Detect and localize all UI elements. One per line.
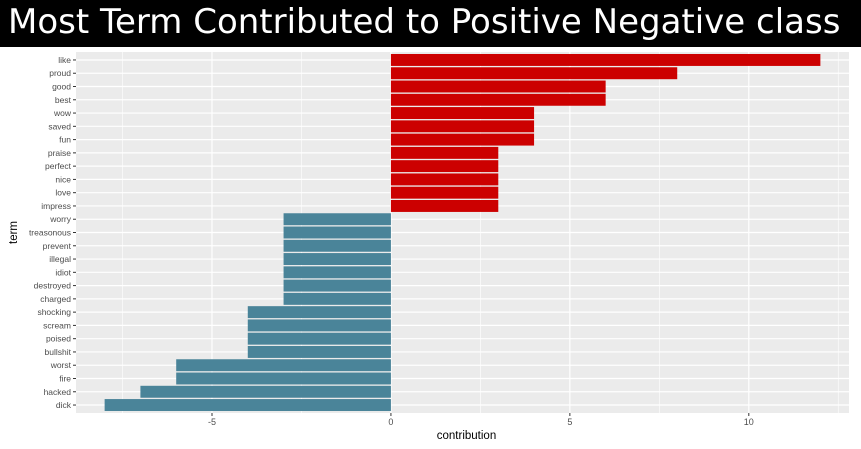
y-tick-label: best — [55, 95, 72, 105]
bar-dick — [104, 399, 391, 412]
bar-charged — [283, 292, 391, 305]
bar-proud — [390, 67, 678, 80]
y-tick-label: nice — [55, 174, 71, 184]
y-tick-label: idiot — [55, 267, 71, 277]
y-tick-label: impress — [41, 201, 71, 211]
bar-idiot — [283, 266, 391, 279]
y-tick-label: prevent — [43, 241, 72, 251]
bar-bullshit — [247, 345, 391, 358]
x-axis-label: contribution — [437, 430, 496, 442]
y-tick-label: fire — [59, 373, 71, 383]
y-tick-label: charged — [40, 294, 71, 304]
bar-destroyed — [283, 279, 391, 292]
bar-shocking — [247, 306, 391, 319]
y-tick-label: proud — [49, 68, 71, 78]
bar-worry — [283, 213, 391, 226]
y-tick-label: love — [55, 188, 71, 198]
y-tick-label: scream — [43, 320, 71, 330]
bar-like — [390, 53, 821, 66]
plot-area: like proud good best wow saved fun praise perfec… — [0, 47, 861, 449]
y-tick-label: perfect — [45, 161, 72, 171]
bar-love — [390, 186, 499, 199]
y-tick-label: bullshit — [45, 347, 72, 357]
bar-illegal — [283, 253, 391, 266]
bar-worst — [176, 359, 391, 372]
bar-fun — [390, 133, 535, 146]
bar-scream — [247, 319, 391, 332]
y-tick-label: shocking — [37, 307, 71, 317]
x-axis: -5 0 5 10 — [208, 413, 754, 427]
y-tick-label: worry — [49, 214, 72, 224]
bar-saved — [390, 120, 535, 133]
bar-poised — [247, 332, 391, 345]
bar-impress — [390, 199, 499, 212]
y-tick-label: good — [52, 82, 71, 92]
bar-praise — [390, 146, 499, 159]
x-tick-label: 5 — [567, 417, 572, 427]
y-tick-label: praise — [48, 148, 71, 158]
bars — [104, 53, 821, 412]
y-tick-label: destroyed — [34, 281, 72, 291]
y-tick-label: illegal — [49, 254, 71, 264]
x-tick-label: 10 — [744, 417, 754, 427]
x-tick-label: 0 — [388, 417, 393, 427]
y-tick-label: poised — [46, 334, 71, 344]
y-tick-label: saved — [48, 121, 71, 131]
bar-prevent — [283, 239, 391, 252]
y-tick-label: like — [58, 55, 71, 65]
bar-fire — [176, 372, 391, 385]
bar-nice — [390, 173, 499, 186]
y-axis-label: term — [8, 221, 20, 244]
y-tick-label: hacked — [44, 387, 72, 397]
bar-hacked — [140, 385, 391, 398]
bar-chart: like proud good best wow saved fun praise perfec… — [8, 52, 849, 442]
y-tick-label: worst — [50, 360, 72, 370]
y-tick-label: dick — [56, 400, 72, 410]
y-tick-label: treasonous — [29, 228, 71, 238]
y-tick-label: fun — [59, 135, 71, 145]
bar-good — [390, 80, 606, 93]
y-axis: like proud good best wow saved fun praise perfec… — [29, 55, 76, 410]
bar-perfect — [390, 160, 499, 173]
bar-treasonous — [283, 226, 391, 239]
page-title: Most Term Contributed to Positive Negati… — [8, 2, 841, 42]
bar-wow — [390, 107, 535, 120]
y-tick-label: wow — [53, 108, 72, 118]
x-tick-label: -5 — [208, 417, 216, 427]
bar-best — [390, 93, 606, 106]
